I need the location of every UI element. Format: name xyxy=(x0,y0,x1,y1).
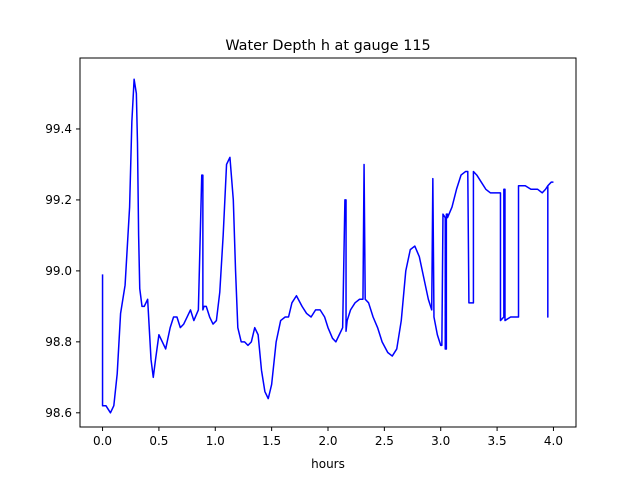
y-axis: 98.6 98.8 99.0 99.2 99.4 xyxy=(45,122,80,420)
x-tick-label: 3.0 xyxy=(431,434,450,448)
x-tick-label: 4.0 xyxy=(544,434,563,448)
y-tick-label: 99.0 xyxy=(45,264,72,278)
y-tick-label: 99.2 xyxy=(45,193,72,207)
x-tick-label: 3.5 xyxy=(488,434,507,448)
y-tick-label: 98.6 xyxy=(45,406,72,420)
x-axis-label: hours xyxy=(311,457,345,471)
y-tick-label: 99.4 xyxy=(45,122,72,136)
plot-area xyxy=(101,78,554,414)
chart-title: Water Depth h at gauge 115 xyxy=(225,38,430,54)
x-tick-label: 2.0 xyxy=(318,434,337,448)
x-tick-label: 0.0 xyxy=(93,434,112,448)
y-tick-label: 98.8 xyxy=(45,335,72,349)
series-line-0 xyxy=(101,78,554,414)
x-tick-label: 0.5 xyxy=(149,434,168,448)
x-tick-label: 1.5 xyxy=(262,434,281,448)
x-axis: 0.0 0.5 1.0 1.5 2.0 2.5 3.0 3.5 4.0 xyxy=(93,427,563,448)
x-tick-label: 1.0 xyxy=(206,434,225,448)
x-tick-label: 2.5 xyxy=(375,434,394,448)
